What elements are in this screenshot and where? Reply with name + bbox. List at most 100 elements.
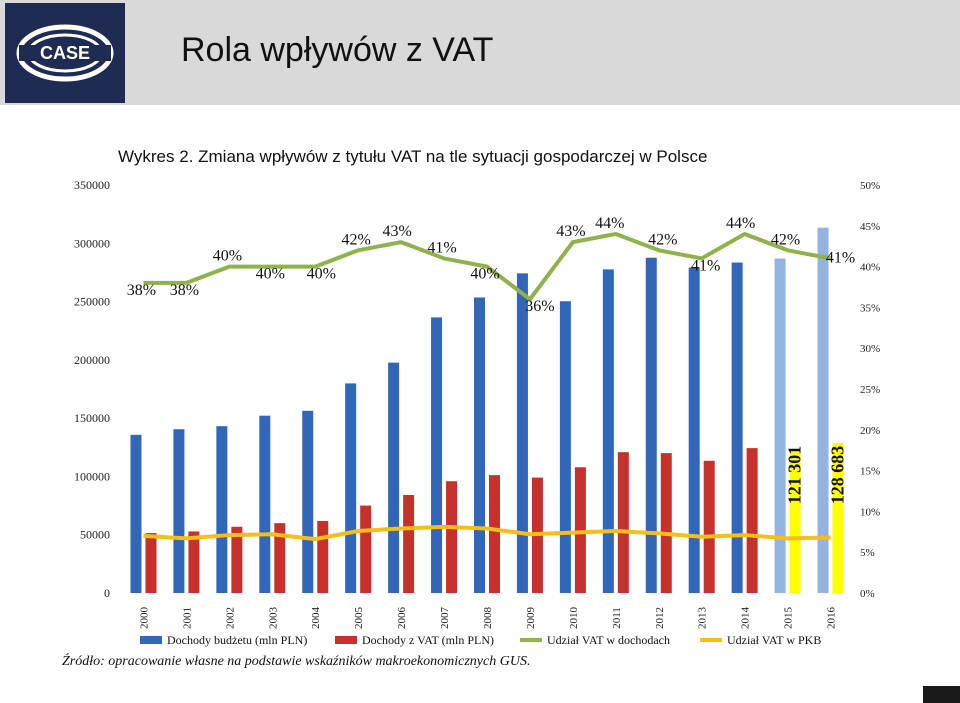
vat-bar — [360, 505, 372, 593]
right-tick-label: 45% — [860, 221, 880, 233]
x-tick-label: 2000 — [138, 607, 150, 630]
vat-bar — [188, 531, 200, 593]
left-axis-ticks: 0 50000 100000 150000 200000 250000 300000 3500… — [74, 178, 110, 600]
left-tick-label: 300000 — [74, 236, 110, 250]
income-bar — [431, 317, 443, 593]
left-tick-label: 350000 — [74, 178, 110, 192]
x-tick-label: 2011 — [611, 607, 623, 629]
vat-bar — [574, 467, 586, 593]
chart-title: Wykres 2. Zmiana wpływów z tytułu VAT na… — [118, 147, 708, 166]
case-logo: CASE — [5, 3, 125, 103]
legend-label: Dochody z VAT (mln PLN) — [362, 633, 494, 647]
x-tick-label: 2006 — [396, 607, 408, 630]
right-tick-label: 10% — [860, 506, 880, 518]
vat-bar — [832, 442, 844, 593]
left-tick-label: 50000 — [80, 528, 110, 542]
vat-share-gdp-line — [143, 524, 831, 542]
bottom-right-bar — [923, 686, 960, 703]
right-tick-label: 20% — [860, 425, 880, 437]
x-axis-labels: 2000 2001 2002 2003 2004 2005 2006 2007 2008 2009… — [138, 607, 837, 630]
vat-bar — [660, 453, 672, 593]
x-tick-label: 2005 — [353, 607, 365, 630]
legend-swatch — [140, 636, 162, 644]
vat-bar — [317, 520, 329, 593]
x-tick-label: 2001 — [181, 607, 193, 629]
share-data-label: 43% — [556, 223, 585, 240]
income-bar — [559, 301, 571, 593]
share-data-label: 40% — [470, 266, 499, 283]
forecast-bar-label: 128 683 — [828, 446, 848, 505]
share-data-label: 44% — [595, 215, 624, 232]
logo-text: CASE — [40, 43, 90, 63]
share-data-label: 43% — [382, 223, 411, 240]
share-data-label: 44% — [726, 215, 755, 232]
vat-bar — [446, 481, 458, 593]
left-tick-label: 100000 — [74, 469, 110, 483]
case-logo-icon: CASE — [16, 24, 114, 82]
slide-title: Rola wpływów z VAT — [181, 31, 494, 69]
income-bar — [602, 269, 614, 593]
x-tick-label: 2013 — [697, 607, 709, 630]
income-bar — [817, 227, 829, 593]
x-tick-label: 2014 — [740, 607, 752, 630]
legend-swatch — [335, 636, 357, 644]
income-bar — [302, 410, 314, 593]
vat-bar — [617, 452, 629, 593]
right-axis-ticks: 0% 5% 10% 15% 20% 25% 30% 35% 40% 45% 50% — [860, 180, 880, 600]
x-tick-label: 2015 — [783, 607, 795, 630]
income-bar — [345, 383, 357, 593]
bar-series — [130, 227, 844, 593]
x-tick-label: 2012 — [654, 607, 666, 629]
forecast-bar-label: 121 301 — [785, 446, 805, 505]
vat-share-income-line — [143, 231, 831, 302]
vat-bar — [489, 475, 500, 593]
x-tick-label: 2007 — [439, 607, 451, 630]
x-tick-label: 2016 — [826, 607, 838, 630]
share-data-label: 38% — [170, 282, 199, 299]
income-bar — [259, 415, 271, 593]
left-tick-label: 250000 — [74, 295, 110, 309]
share-data-label: 40% — [307, 266, 336, 283]
x-tick-label: 2002 — [224, 607, 236, 629]
vat-bar — [703, 460, 715, 593]
share-data-label: 40% — [213, 248, 242, 265]
data-labels: 38% 38% 40% 40% 40% 42% 43% 41% 40% 36% 43% 44% 42% 4… — [127, 215, 855, 504]
legend-label: Dochody budżetu (mln PLN) — [167, 633, 307, 647]
vat-bar — [231, 526, 243, 593]
left-tick-label: 0 — [104, 586, 110, 600]
right-tick-label: 0% — [860, 588, 875, 600]
share-data-label: 41% — [826, 249, 855, 266]
vat-bar — [789, 451, 801, 593]
share-data-label: 36% — [525, 298, 554, 315]
x-tick-label: 2004 — [310, 607, 322, 630]
share-data-label: 42% — [648, 231, 677, 248]
x-tick-label: 2003 — [267, 607, 279, 630]
source-note: Źródło: opracowanie własne na podstawie … — [62, 654, 531, 669]
x-tick-label: 2010 — [568, 607, 580, 630]
vat-bar — [746, 448, 758, 593]
legend: Dochody budżetu (mln PLN) Dochody z VAT (… — [140, 633, 821, 647]
vat-bar — [274, 523, 286, 593]
vat-bar — [145, 533, 157, 593]
left-tick-label: 200000 — [74, 353, 110, 367]
legend-label: Udział VAT w PKB — [727, 633, 821, 647]
legend-label: Udział VAT w dochodach — [547, 633, 670, 647]
share-data-label: 42% — [342, 231, 371, 248]
share-data-label: 41% — [691, 257, 720, 274]
income-bar — [688, 267, 700, 593]
vat-bar — [403, 494, 415, 593]
right-tick-label: 35% — [860, 302, 880, 314]
income-bar — [774, 258, 786, 593]
x-tick-label: 2009 — [525, 607, 537, 630]
income-bar — [731, 262, 743, 593]
x-tick-label: 2008 — [482, 607, 494, 630]
left-tick-label: 150000 — [74, 411, 110, 425]
income-bar — [173, 429, 185, 593]
share-data-label: 41% — [427, 239, 456, 256]
right-tick-label: 5% — [860, 547, 875, 559]
right-tick-label: 40% — [860, 262, 880, 274]
right-tick-label: 30% — [860, 343, 880, 355]
income-bar — [388, 362, 400, 593]
share-data-label: 40% — [256, 266, 285, 283]
